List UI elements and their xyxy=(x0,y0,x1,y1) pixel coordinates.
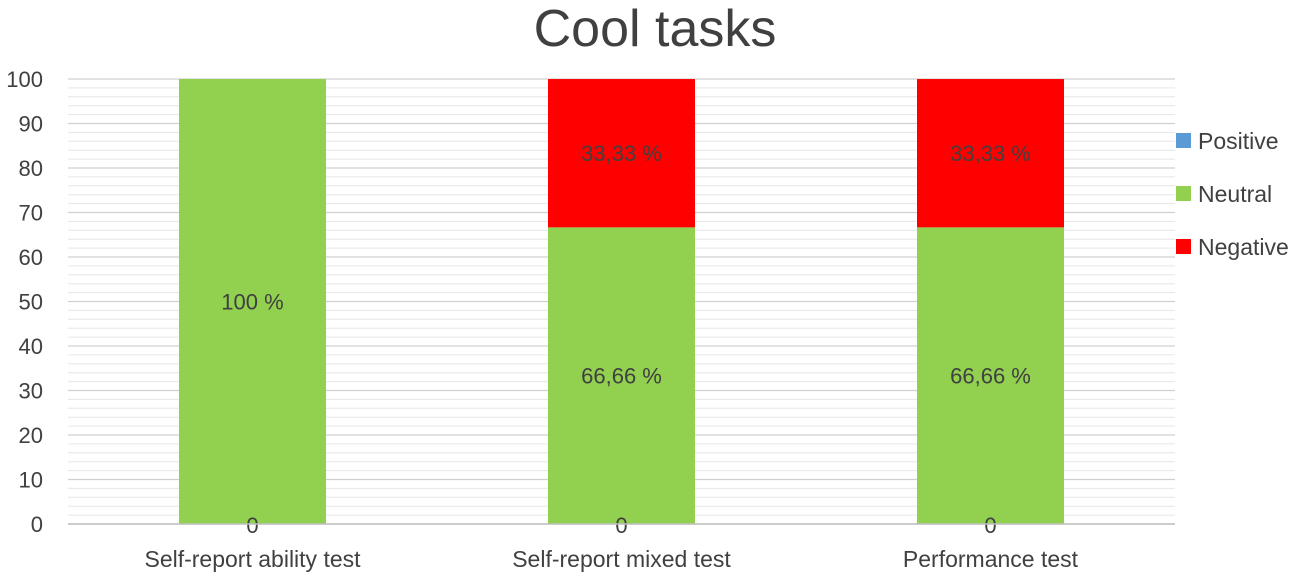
y-tick-label: 60 xyxy=(19,245,43,270)
y-tick-label: 80 xyxy=(19,156,43,181)
chart-title: Cool tasks xyxy=(534,0,777,58)
x-category-label: Self-report ability test xyxy=(144,546,361,572)
y-tick-label: 50 xyxy=(19,290,43,315)
x-category-label: Self-report mixed test xyxy=(512,546,731,572)
data-label: 33,33 % xyxy=(950,141,1031,166)
legend-label-neutral: Neutral xyxy=(1198,181,1272,207)
y-tick-label: 0 xyxy=(31,512,43,537)
data-label: 100 % xyxy=(221,290,283,315)
y-tick-label: 100 xyxy=(6,67,43,92)
y-tick-label: 10 xyxy=(19,468,43,493)
y-tick-label: 70 xyxy=(19,201,43,226)
bars xyxy=(179,79,1064,524)
data-label: 0 xyxy=(984,513,996,538)
y-tick-label: 20 xyxy=(19,423,43,448)
bar-negative xyxy=(548,79,695,228)
x-category-label: Performance test xyxy=(903,546,1079,572)
data-label: 66,66 % xyxy=(581,364,662,389)
legend-swatch-positive xyxy=(1176,133,1191,148)
legend-label-negative: Negative xyxy=(1198,234,1289,260)
data-label: 66,66 % xyxy=(950,364,1031,389)
data-labels: 0 100 % 0 66,66 % 33,33 % 0 66,66 % 33,33 % xyxy=(221,141,1031,538)
x-axis: Self-report ability test Self-report mixe… xyxy=(68,523,1175,572)
bar-neutral xyxy=(179,79,326,524)
legend-swatch-neutral xyxy=(1176,186,1191,201)
y-tick-label: 30 xyxy=(19,379,43,404)
legend-label-positive: Positive xyxy=(1198,128,1279,154)
bar-neutral xyxy=(548,227,695,524)
y-tick-label: 40 xyxy=(19,334,43,359)
data-label: 33,33 % xyxy=(581,141,662,166)
data-label: 0 xyxy=(615,513,627,538)
legend-swatch-negative xyxy=(1176,239,1191,254)
legend: Positive Neutral Negative xyxy=(1176,128,1289,260)
y-tick-label: 90 xyxy=(19,112,43,137)
bar-negative xyxy=(917,79,1064,228)
bar-neutral xyxy=(917,227,1064,524)
data-label: 0 xyxy=(246,513,258,538)
y-axis: 0 10 20 30 40 50 60 70 80 90 100 xyxy=(6,67,43,537)
